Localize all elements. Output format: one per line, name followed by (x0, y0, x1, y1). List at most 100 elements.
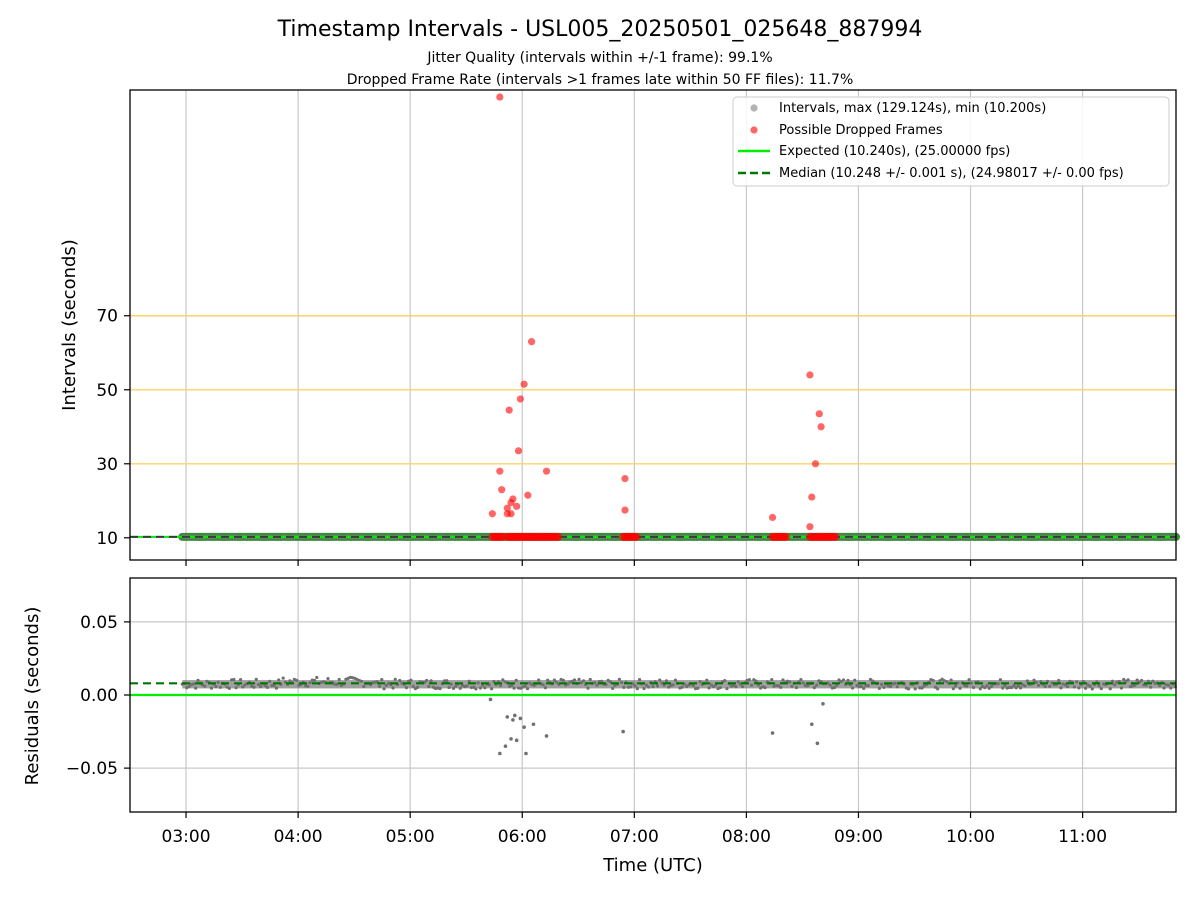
residual-point (581, 679, 586, 683)
residual-point (268, 679, 272, 683)
residual-point (1066, 685, 1070, 689)
dropped-frame-point (498, 486, 506, 494)
x-axis-label: Time (UTC) (602, 855, 703, 876)
residual-point (1059, 686, 1063, 690)
residual-point (850, 686, 855, 690)
residual-point (893, 681, 897, 685)
residual-point (398, 678, 402, 683)
residual-point (936, 687, 940, 691)
residual-point (880, 682, 884, 686)
residual-point (725, 686, 729, 691)
residual-point (281, 676, 285, 680)
residual-point (429, 679, 433, 683)
residual-point (1043, 684, 1047, 689)
residual-point (312, 678, 317, 683)
residual-point (799, 677, 803, 682)
residual-point (241, 685, 245, 689)
residual-point (859, 684, 864, 689)
residual-point (360, 679, 364, 683)
residual-point (1110, 679, 1115, 683)
residual-point (476, 681, 480, 685)
residual-outlier-point (505, 715, 510, 719)
residual-outlier-point (524, 751, 528, 756)
residual-point (490, 687, 494, 691)
dropped-frame-point (516, 395, 524, 403)
residual-point (906, 687, 911, 691)
residual-point (1083, 686, 1088, 690)
residual-point (214, 684, 218, 689)
residual-point (969, 681, 973, 685)
dropped-frame-point (815, 410, 823, 418)
residual-point (546, 678, 550, 682)
residual-point (472, 685, 476, 689)
bottom-x-tick-label: 11:00 (1058, 827, 1107, 847)
residual-point (579, 681, 583, 685)
residual-point (254, 677, 258, 681)
legend-dropped-label: Possible Dropped Frames (779, 123, 943, 138)
residual-outlier-point (488, 697, 493, 702)
residual-outlier-point (522, 725, 526, 729)
chart-subtitle-jitter: Jitter Quality (intervals within +/-1 fr… (426, 50, 772, 66)
residual-point (234, 686, 238, 690)
residual-point (801, 681, 805, 685)
residual-point (295, 678, 299, 682)
residual-point (1151, 679, 1155, 683)
residual-point (595, 683, 599, 687)
residual-point (187, 684, 191, 689)
residual-point (194, 686, 198, 690)
bottom-y-tick-label: −0.05 (66, 759, 118, 779)
residual-point (445, 679, 449, 683)
residual-point (815, 683, 819, 687)
residual-point (203, 684, 207, 688)
top-y-axis-label: Intervals (seconds) (59, 239, 80, 411)
residual-point (1023, 684, 1027, 688)
residual-point (454, 684, 458, 688)
residual-point (259, 685, 263, 689)
chart-subtitle-dropped: Dropped Frame Rate (intervals >1 frames … (347, 72, 854, 88)
residual-point (532, 683, 536, 687)
residual-outlier-point (621, 729, 625, 734)
residual-point (1140, 678, 1144, 683)
residual-point (978, 687, 982, 691)
dropped-frame-point (513, 502, 521, 510)
residual-point (416, 685, 420, 689)
residual-point (985, 684, 989, 688)
residual-outlier-point (809, 722, 814, 727)
residual-point (393, 677, 397, 681)
residual-point (458, 686, 462, 690)
residual-point (723, 679, 727, 683)
residual-point (1034, 680, 1038, 684)
residual-point (945, 680, 949, 684)
top-y-tick-label: 50 (96, 381, 118, 401)
residual-point (427, 685, 431, 689)
legend: Intervals, max (129.124s), min (10.200s)… (732, 96, 1170, 187)
residual-point (709, 683, 713, 687)
residual-point (920, 686, 924, 690)
residual-point (864, 683, 868, 688)
residual-point (734, 685, 738, 689)
dropped-frame-point (806, 371, 814, 379)
residual-point (770, 677, 774, 682)
residual-point (664, 679, 669, 683)
residual-point (478, 686, 483, 690)
residual-point (835, 683, 839, 687)
residual-point (611, 686, 615, 690)
dropped-frame-point (496, 93, 504, 101)
residual-point (593, 680, 597, 685)
residual-point (1099, 686, 1103, 691)
residual-point (998, 678, 1003, 682)
residual-point (913, 687, 917, 691)
residual-point (209, 686, 214, 690)
residual-point (274, 686, 279, 690)
residual-point (958, 686, 962, 690)
residual-point (308, 681, 312, 685)
dropped-frame-point (507, 510, 515, 518)
residual-point (277, 678, 281, 682)
residual-outlier-point (514, 738, 519, 743)
legend-median-label: Median (10.248 +/- 0.001 s), (24.98017 +… (779, 166, 1124, 181)
residual-point (1050, 681, 1054, 685)
dropped-frame-point (621, 474, 629, 483)
residual-point (474, 687, 478, 691)
top-y-tick-label: 10 (96, 529, 118, 549)
residual-point (949, 678, 953, 682)
